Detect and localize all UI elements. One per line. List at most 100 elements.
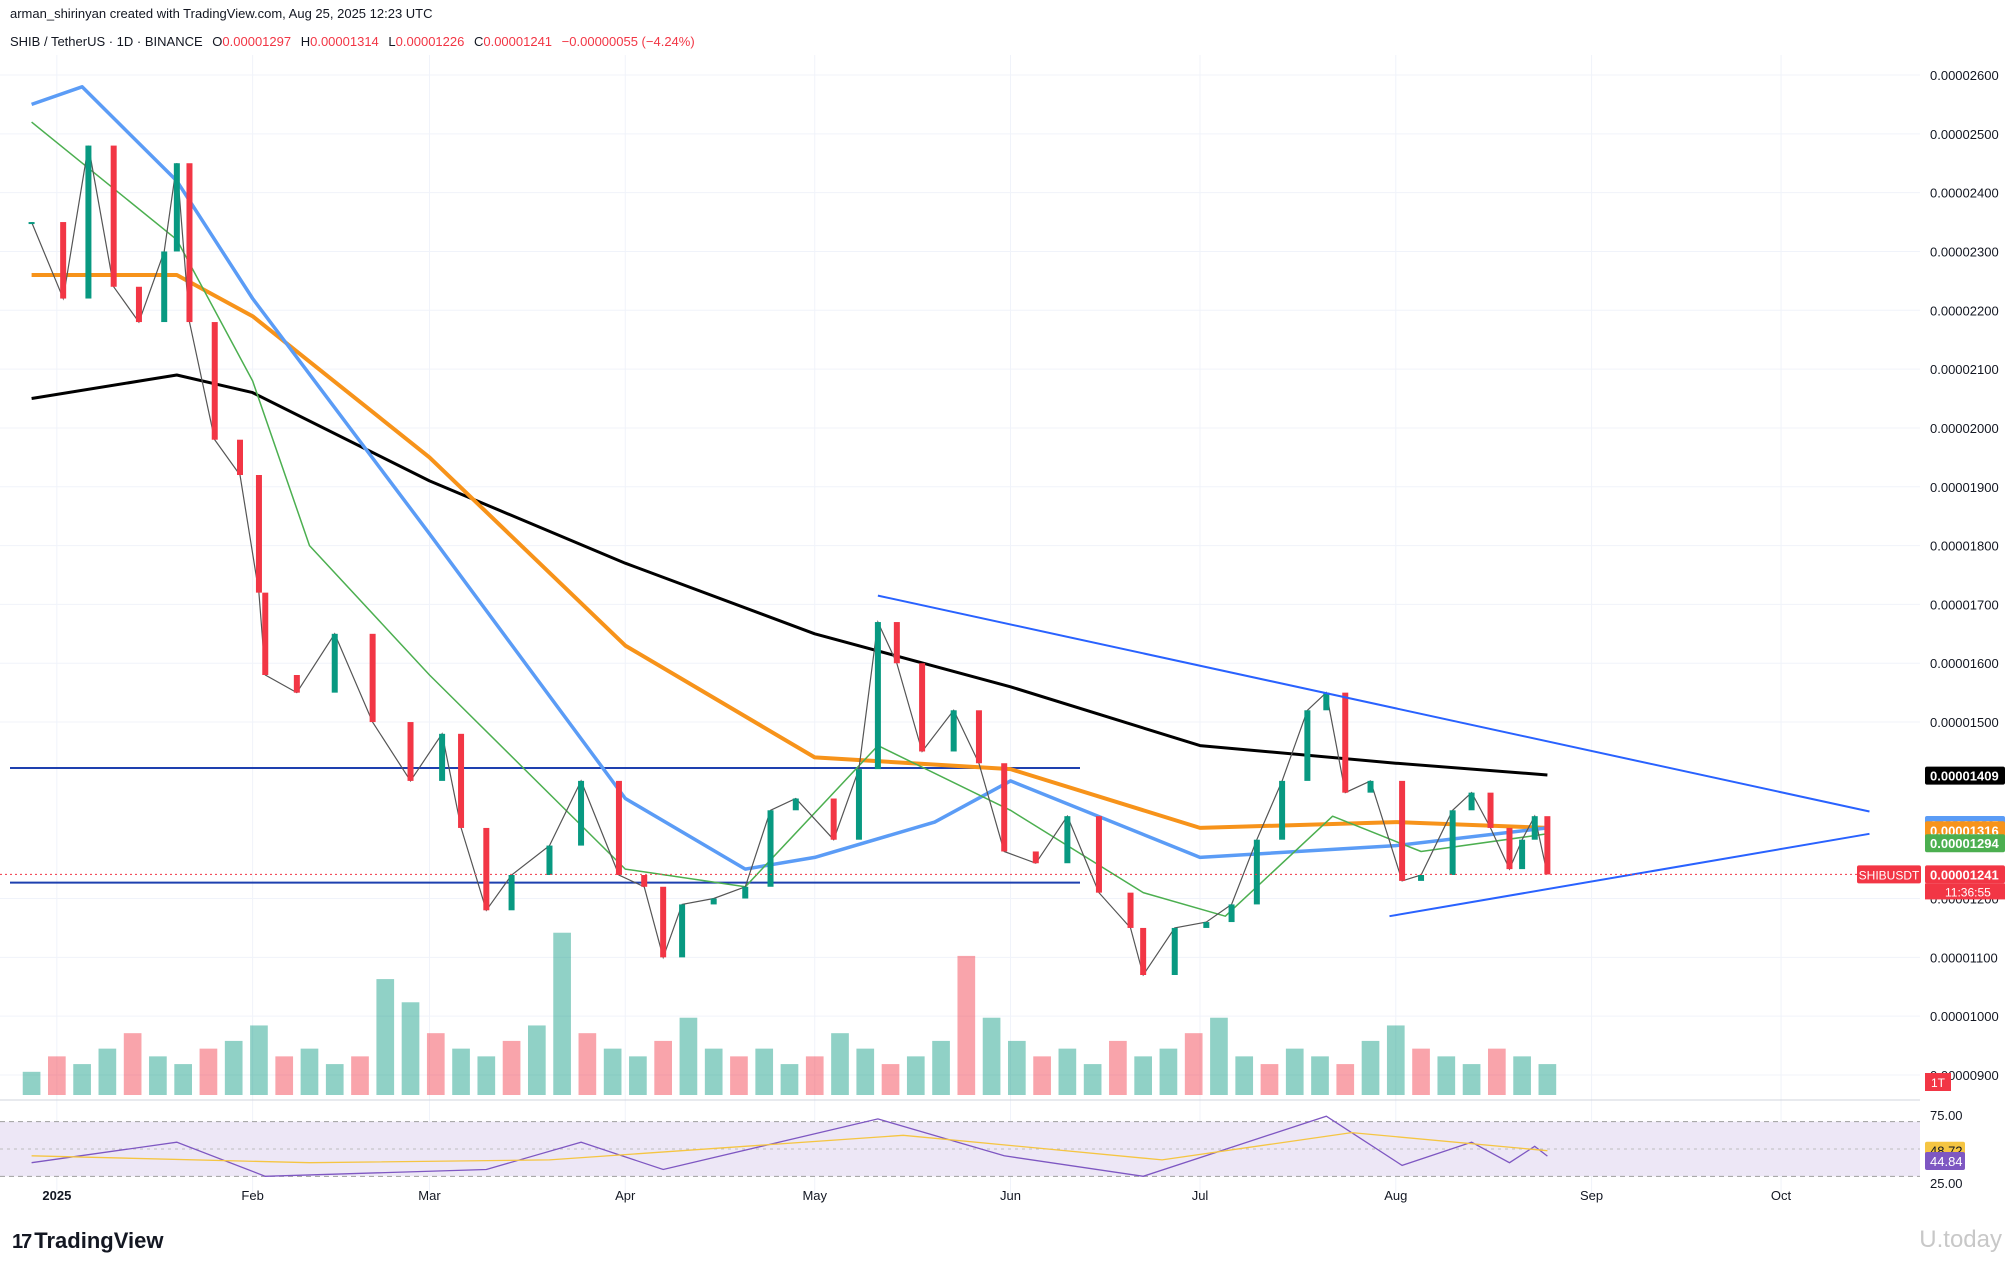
time-tick-label: Sep [1580, 1188, 1603, 1203]
price-candle [1001, 763, 1008, 852]
price-candle [458, 733, 465, 828]
volume-bar [755, 1048, 774, 1095]
price-candle [186, 163, 193, 323]
volume-bar [376, 979, 395, 1095]
volume-bar [250, 1025, 268, 1095]
volume-bar [22, 1071, 41, 1095]
volume-bar [831, 1033, 849, 1095]
time-tick-label: Apr [615, 1188, 636, 1203]
volume-bar [502, 1040, 521, 1095]
volume-bar [881, 1064, 900, 1095]
price-tick-label: 0.00002500 [1930, 127, 1999, 142]
tradingview-logo-icon: 17 [12, 1231, 32, 1253]
volume-bar [780, 1064, 799, 1095]
price-axis-tag [1925, 766, 2005, 785]
low-value: 0.00001226 [395, 34, 465, 49]
volume-bar [426, 1033, 445, 1095]
price-axis-tag-label: 0.00001241 [1930, 867, 1999, 882]
volume-bar [654, 1040, 672, 1095]
symbol-title[interactable]: SHIB / TetherUS · 1D · BINANCE [10, 34, 203, 49]
volume-bar [1285, 1048, 1304, 1095]
price-candle [407, 722, 414, 781]
volume-axis-label: 1T [1931, 1076, 1946, 1090]
price-candle [110, 145, 117, 287]
price-candle [1531, 816, 1538, 840]
price-tick-label: 0.00001500 [1930, 715, 1999, 730]
time-tick-label: May [802, 1188, 827, 1203]
volume-bar [300, 1048, 319, 1095]
volume-bar [174, 1064, 192, 1095]
price-candle [1228, 904, 1235, 923]
price-candle [1140, 927, 1147, 975]
time-tick-label: Aug [1384, 1188, 1407, 1203]
utoday-watermark: U.today [1919, 1226, 2002, 1253]
price-candle [615, 780, 622, 875]
volume-axis-tag [1925, 1073, 1951, 1091]
volume-bar [1336, 1064, 1355, 1095]
price-tick-label: 0.00002300 [1930, 244, 1999, 259]
volume-bar [275, 1056, 294, 1095]
volume-bar [199, 1048, 218, 1095]
price-candle [1449, 810, 1456, 875]
volume-bar [477, 1056, 496, 1095]
price-candle [1304, 710, 1311, 781]
price-candle [679, 904, 686, 958]
price-candle [255, 475, 262, 593]
volume-bar [679, 1017, 698, 1095]
price-candle [135, 286, 142, 323]
price-candle [1095, 816, 1102, 893]
volume-bar [123, 1033, 142, 1095]
moving-average-line [31, 273, 1548, 830]
volume-bar [48, 1056, 66, 1095]
volume-bar [906, 1056, 925, 1095]
volume-bar [1058, 1048, 1077, 1095]
brand-name: TradingView [34, 1228, 164, 1253]
rsi-line [31, 1115, 1548, 1177]
close-value: 0.00001241 [483, 34, 553, 49]
symbol-tag-label: SHIBUSDT [1859, 868, 1920, 882]
time-tick-label: Jul [1192, 1188, 1209, 1203]
volume-bar [730, 1056, 748, 1095]
volume-bar [1538, 1064, 1557, 1095]
volume-bar [1235, 1056, 1254, 1095]
volume-bar [1437, 1056, 1456, 1095]
price-candle [1064, 816, 1071, 864]
price-candle [1519, 839, 1526, 870]
tradingview-brand[interactable]: 17 TradingView [12, 1228, 163, 1254]
price-candle [950, 710, 957, 752]
price-candle [975, 710, 982, 764]
time-tick-label: Oct [1771, 1188, 1792, 1203]
price-candle [1032, 851, 1039, 864]
price-candle [641, 875, 648, 887]
price-candle [1253, 839, 1260, 905]
time-tick-label: Feb [241, 1188, 263, 1203]
volume-bar [401, 1002, 420, 1095]
price-candle [483, 827, 490, 911]
price-tick-label: 0.00002200 [1930, 303, 1999, 318]
symbol-tag [1857, 865, 1921, 884]
price-candle [369, 633, 376, 723]
volume-bar [98, 1048, 117, 1095]
volume-bar [325, 1064, 344, 1095]
price-grid [0, 55, 1920, 1195]
volume-bar [1361, 1040, 1380, 1095]
price-tick-label: 0.00001800 [1930, 539, 1999, 554]
volume-bar [1462, 1064, 1481, 1095]
symbol-ohlc-legend: SHIB / TetherUS · 1D · BINANCE O0.000012… [10, 34, 695, 49]
price-candle [1342, 692, 1349, 793]
volume-bar [149, 1056, 167, 1095]
price-tick-label: 0.00001100 [1930, 950, 1998, 965]
price-axis-tag [1925, 865, 2005, 884]
time-tick-label: Jun [1000, 1188, 1021, 1203]
volume-bar [1488, 1048, 1506, 1095]
volume-bar [1159, 1048, 1178, 1095]
volume-bar [805, 1056, 824, 1095]
price-tick-label: 0.00002100 [1930, 362, 1999, 377]
price-candle [211, 322, 218, 440]
volume-bar [629, 1056, 647, 1095]
price-axis-tag [1925, 834, 2005, 853]
volume-bar [603, 1048, 622, 1095]
price-candle [767, 810, 774, 887]
volume-bar [528, 1025, 546, 1095]
